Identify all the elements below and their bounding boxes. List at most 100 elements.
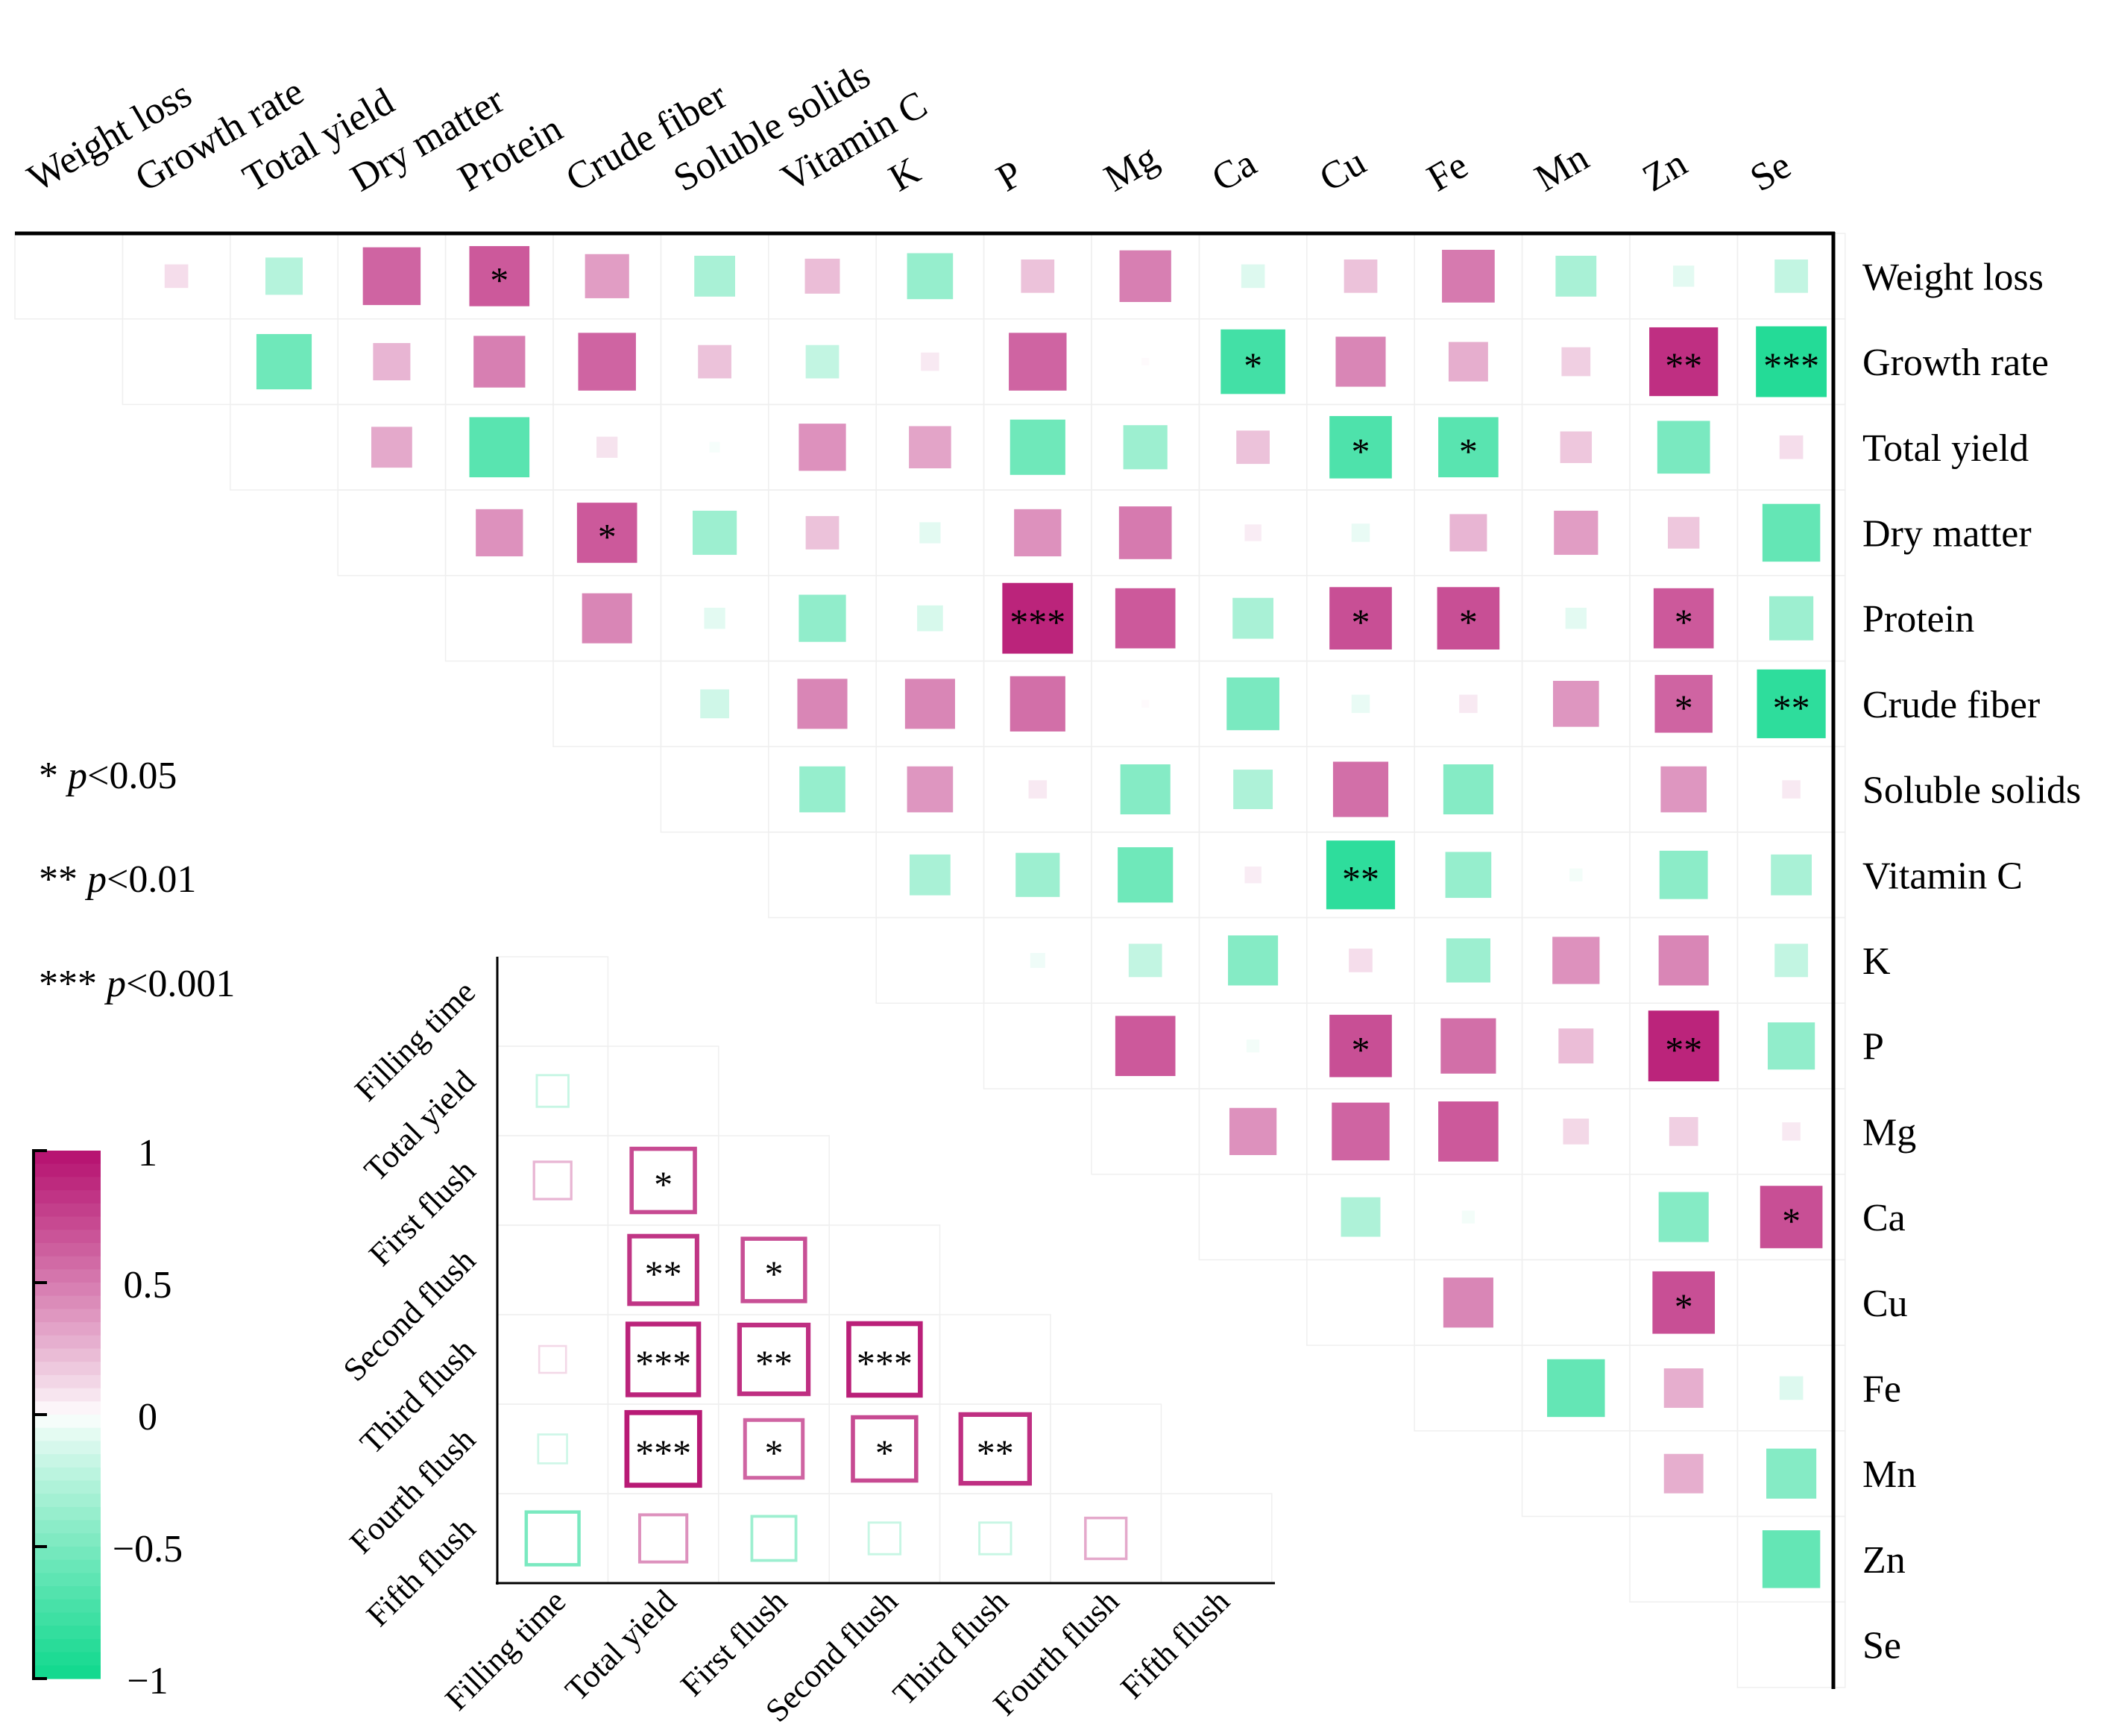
cell-ca-cu <box>1341 1197 1381 1237</box>
inset-cell-first-flush-total-yield <box>629 1146 697 1215</box>
row-label-k: K <box>1862 940 1891 983</box>
inset-cell-total-yield-filling-time <box>535 1074 570 1108</box>
row-label-dry-matter: Dry matter <box>1862 512 2032 555</box>
cell-vitamin-c-ca <box>1244 867 1262 884</box>
cell-weight-loss-dry-matter <box>362 247 421 306</box>
main-correlation-matrix: ** ** **** ***** * * ** ***** **** <box>164 246 1827 1588</box>
cell-protein-fe-significance: * <box>1459 601 1478 643</box>
cell-growth-rate-mn <box>1561 347 1591 377</box>
significance-p-symbol: p <box>65 755 87 797</box>
col-label-k: K <box>882 149 927 200</box>
cell-dry-matter-cu <box>1351 523 1370 542</box>
cell-protein-ca <box>1232 597 1273 639</box>
colorbar-step <box>34 1467 101 1482</box>
inset-cell-third-flush-first-flush <box>737 1322 811 1397</box>
grid-cell-r13-c13 <box>1414 1345 1523 1432</box>
cell-soluble-solids-se <box>1782 780 1801 799</box>
cell-mg-se <box>1782 1122 1801 1141</box>
cell-mg-ca <box>1229 1107 1277 1155</box>
cell-vitamin-c-cu <box>1326 840 1396 910</box>
cell-growth-rate-protein <box>473 336 526 388</box>
row-label-vitamin-c: Vitamin C <box>1862 855 2023 897</box>
cell-crude-fiber-mn <box>1552 681 1599 727</box>
cell-protein-zn-significance: * <box>1675 601 1693 643</box>
cell-soluble-solids-k <box>907 766 954 813</box>
cell-total-yield-mn <box>1560 431 1593 463</box>
cell-protein-mg <box>1115 588 1176 649</box>
inset-cell-second-flush-first-flush <box>740 1236 807 1303</box>
cell-total-yield-cu-significance: * <box>1352 430 1370 472</box>
cell-crude-fiber-vitamin-c <box>797 679 848 729</box>
cell-crude-fiber-soluble-solids <box>700 689 729 719</box>
cell-dry-matter-mn <box>1554 510 1599 556</box>
cell-crude-fiber-k <box>904 679 955 729</box>
inset-col-label-filling-time: Filling time <box>438 1582 573 1717</box>
cell-protein-cu-significance: * <box>1352 601 1370 643</box>
colorbar-step <box>34 1362 101 1376</box>
cell-weight-loss-crude-fiber <box>585 254 629 298</box>
cell-protein-fe <box>1437 587 1500 650</box>
cell-growth-rate-total-yield <box>256 333 312 390</box>
cell-k-mg <box>1128 943 1162 978</box>
cell-total-yield-zn <box>1657 421 1710 474</box>
cell-cu-fe <box>1443 1277 1493 1328</box>
cell-weight-loss-total-yield <box>265 257 303 295</box>
col-label-ca: Ca <box>1205 142 1264 200</box>
cell-total-yield-p <box>1010 419 1065 475</box>
row-label-crude-fiber: Crude fiber <box>1862 684 2040 726</box>
inset-cell-third-flush-filling-time <box>538 1345 567 1374</box>
col-label-mn: Mn <box>1528 136 1596 200</box>
significance-threshold: <0.05 <box>87 755 177 797</box>
main-row-labels: Weight loss Growth rate Total yield Dry mat… <box>1862 256 2081 1667</box>
cell-dry-matter-protein <box>476 509 523 557</box>
cell-p-zn-significance: ** <box>1665 1029 1702 1071</box>
cell-p-mn <box>1558 1028 1594 1064</box>
grid-cell-r3-c3 <box>337 489 447 576</box>
inset-matrix-axes <box>496 957 1275 1585</box>
colorbar-step <box>34 1612 101 1626</box>
colorbar-step <box>34 1520 101 1534</box>
cell-total-yield-mg <box>1123 425 1168 470</box>
colorbar-step <box>34 1573 101 1587</box>
cell-growth-rate-dry-matter <box>373 343 411 381</box>
cell-protein-k <box>917 605 943 632</box>
col-label-se: Se <box>1743 144 1798 200</box>
cell-weight-loss-protein <box>469 246 530 306</box>
inset-cell-first-flush-total-yield-significance: * <box>654 1163 673 1205</box>
grid-cell-r8-c8 <box>875 916 985 1004</box>
inset-grid-cell-r1-c1 <box>607 1045 719 1136</box>
cell-fe-mn <box>1547 1359 1605 1418</box>
colorbar-step <box>34 1415 101 1429</box>
colorbar-step <box>34 1256 101 1270</box>
inset-correlation-matrix: *** **** ** ****** * * ** <box>524 1074 1128 1567</box>
cell-total-yield-crude-fiber <box>596 436 618 458</box>
significance-threshold: <0.001 <box>126 963 235 1005</box>
col-label-fe: Fe <box>1420 144 1475 200</box>
inset-cell-third-flush-total-yield-significance: *** <box>635 1342 691 1384</box>
colorbar-step <box>34 1427 101 1441</box>
cell-growth-rate-k <box>921 352 939 371</box>
cell-mg-zn <box>1669 1116 1698 1146</box>
cell-total-yield-cu <box>1329 415 1392 479</box>
colorbar-step <box>34 1586 101 1600</box>
colorbar-step <box>34 1547 101 1561</box>
significance-legend: * p<0.05** p<0.01*** p<0.001 <box>39 755 235 1005</box>
main-grid-lines <box>14 233 1846 1688</box>
cell-weight-loss-mg <box>1119 250 1171 302</box>
cell-weight-loss-fe <box>1442 249 1495 303</box>
cell-growth-rate-p <box>1009 333 1067 391</box>
inset-cell-second-flush-total-yield <box>627 1233 699 1306</box>
cell-protein-vitamin-c <box>799 594 846 642</box>
inset-cell-fourth-flush-first-flush <box>743 1418 805 1480</box>
inset-grid-lines <box>497 956 1273 1584</box>
colorbar-step <box>34 1599 101 1614</box>
colorbar-step <box>34 1652 101 1666</box>
cell-crude-fiber-p <box>1010 676 1065 732</box>
cell-weight-loss-zn <box>1673 265 1695 287</box>
colorbar-step <box>34 1190 101 1204</box>
colorbar-step <box>34 1309 101 1323</box>
colorbar-tick-label: 0 <box>138 1396 157 1438</box>
cell-vitamin-c-p <box>1015 852 1060 897</box>
colorbar-step <box>34 1401 101 1415</box>
colorbar-tick-label: 0.5 <box>124 1264 172 1306</box>
